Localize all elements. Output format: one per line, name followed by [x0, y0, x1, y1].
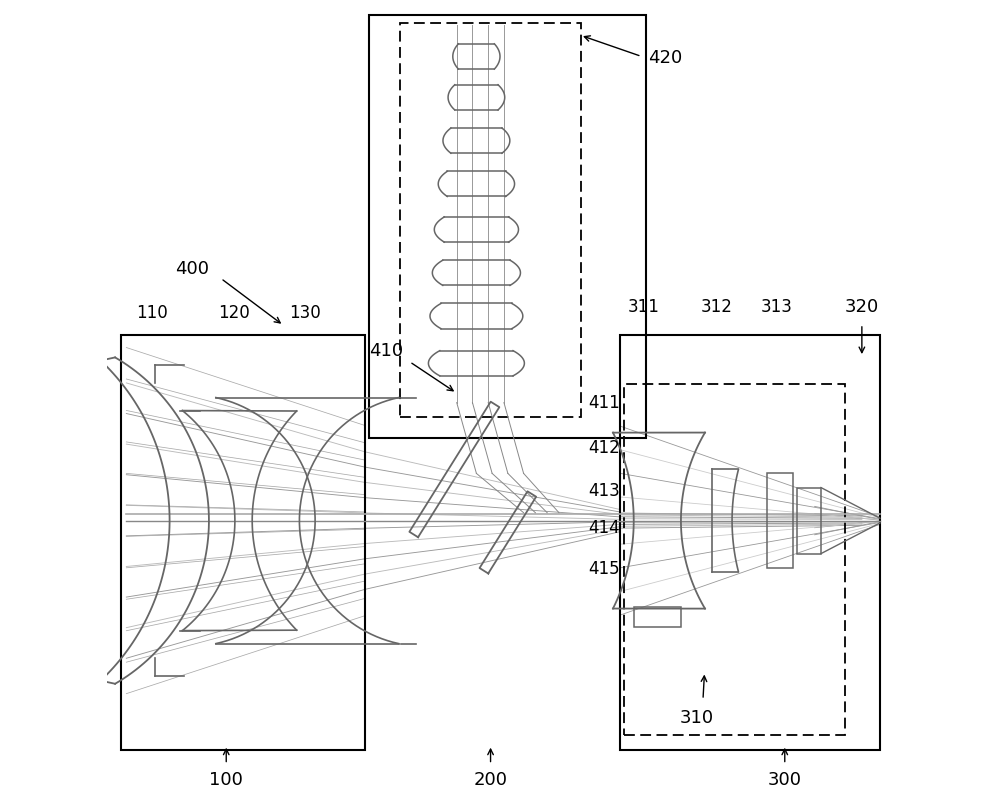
Bar: [369, 15, 646, 438]
Text: 420: 420: [648, 49, 682, 67]
Text: 110: 110: [136, 303, 168, 322]
Bar: [624, 384, 845, 734]
Text: 310: 310: [680, 709, 714, 727]
Text: 320: 320: [845, 298, 879, 316]
Text: 312: 312: [700, 298, 732, 316]
Text: 400: 400: [175, 260, 209, 278]
Text: 414: 414: [588, 519, 620, 538]
Bar: [634, 607, 681, 626]
Bar: [121, 335, 365, 750]
Text: 100: 100: [209, 771, 243, 788]
Bar: [620, 335, 880, 750]
Bar: [400, 23, 581, 417]
Text: 412: 412: [588, 439, 620, 457]
Text: 413: 413: [588, 482, 620, 499]
Text: 415: 415: [588, 561, 620, 578]
Text: 120: 120: [218, 303, 250, 322]
Bar: [767, 473, 793, 568]
Text: 130: 130: [289, 303, 321, 322]
Text: 311: 311: [627, 298, 659, 316]
Text: 411: 411: [588, 394, 620, 411]
Text: 300: 300: [768, 771, 802, 788]
Text: 200: 200: [474, 771, 508, 788]
Text: 313: 313: [761, 298, 793, 316]
Bar: [797, 488, 821, 553]
Text: 410: 410: [369, 342, 403, 360]
